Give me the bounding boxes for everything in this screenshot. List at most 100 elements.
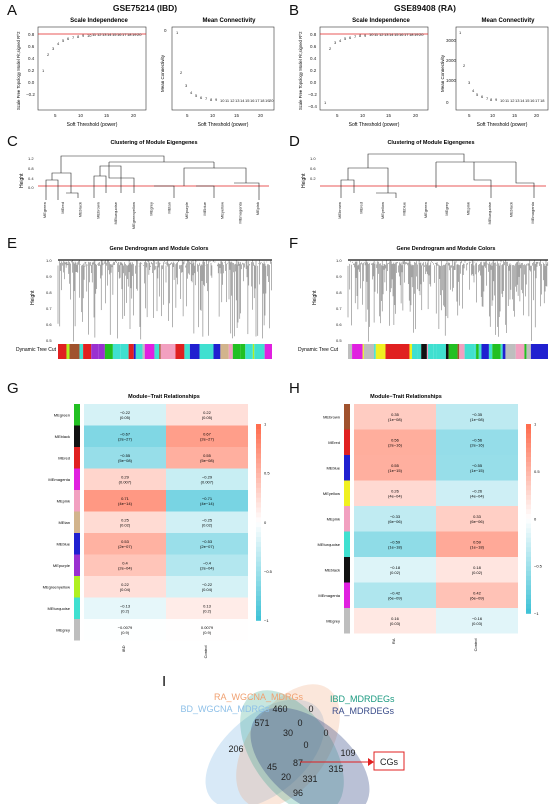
panel-a-xlabel-right: Soft Threshold (power) [198, 122, 249, 128]
legend-bar-segment [526, 499, 531, 505]
cell-value: −0.33 [390, 514, 401, 519]
cell-value: −0.26 [472, 488, 483, 493]
legend-bar-segment [526, 457, 531, 463]
legend-bar-segment [256, 443, 261, 449]
legend-bar-segment [256, 561, 261, 567]
svg-text:6: 6 [67, 36, 70, 41]
svg-text:2: 2 [463, 63, 466, 68]
svg-text:0.6: 0.6 [310, 166, 316, 171]
svg-text:4: 4 [339, 38, 342, 43]
venn-count: 30 [283, 728, 293, 738]
svg-text:6: 6 [349, 35, 352, 40]
panel-d-ylabel: Height [301, 173, 307, 188]
svg-text:5: 5 [468, 113, 471, 118]
svg-text:17: 17 [535, 98, 540, 103]
svg-text:3: 3 [185, 83, 188, 88]
panel-a-plots: Scale Independence Mean Connectivity Sca… [16, 18, 275, 128]
legend-bar-segment [256, 482, 261, 489]
module-color-cell [428, 344, 434, 359]
leaf-label: MEpurple [184, 201, 189, 219]
module-color-cell [66, 344, 70, 359]
cell-value: 0.18 [473, 565, 482, 570]
svg-text:0.4: 0.4 [28, 56, 35, 61]
cell-pvalue: (1e−18) [388, 544, 403, 549]
module-color-swatch [74, 447, 80, 469]
legend-bar-segment [526, 490, 531, 496]
svg-text:1: 1 [324, 100, 327, 105]
cell-pvalue: (0.007) [119, 479, 132, 484]
svg-text:11: 11 [92, 32, 97, 37]
svg-text:14: 14 [389, 32, 394, 37]
module-color-cell [199, 344, 214, 359]
svg-text:0.8: 0.8 [28, 32, 35, 37]
cell-value: −0.29 [202, 474, 213, 479]
svg-text:0.5: 0.5 [336, 338, 342, 343]
legend-bar-segment [526, 523, 531, 529]
module-color-swatch [344, 582, 350, 608]
legend-bar-segment [526, 424, 531, 430]
heatmap-cell [436, 506, 518, 532]
leaf-label: MEred [60, 202, 65, 214]
module-color-cell [175, 344, 185, 359]
module-color-cell [240, 344, 246, 359]
panel-letter-h: H [289, 380, 300, 397]
module-color-cell [213, 344, 221, 359]
svg-text:0.8: 0.8 [46, 290, 52, 295]
leaf-label: MEyellow [220, 202, 225, 219]
row-label: MEbrown [323, 414, 340, 419]
legend-tick: 0 [264, 520, 267, 525]
module-color-swatch [344, 404, 350, 430]
legend-bar-segment [526, 518, 531, 524]
leaf-label: MEtan [166, 202, 171, 214]
cell-pvalue: (4e−04) [470, 493, 485, 498]
svg-text:0.4: 0.4 [28, 176, 34, 181]
row-label: MEred [328, 440, 340, 445]
svg-text:15: 15 [525, 98, 530, 103]
row-label: MEpink [327, 516, 340, 521]
svg-text:10: 10 [78, 113, 84, 118]
cell-value: −0.0079 [118, 625, 133, 630]
legend-bar-segment [256, 600, 261, 607]
svg-text:3000: 3000 [446, 38, 457, 43]
legend-bar-segment [256, 428, 261, 435]
cell-value: −0.25 [202, 517, 213, 522]
svg-text:0.0: 0.0 [28, 185, 34, 190]
cell-pvalue: (5e−08) [118, 458, 133, 463]
svg-text:8: 8 [210, 97, 213, 102]
legend-bar-segment [526, 504, 531, 510]
module-color-cell [228, 344, 233, 359]
module-color-cell [120, 344, 129, 359]
legend-bar-segment [526, 608, 531, 614]
svg-text:19: 19 [265, 98, 270, 103]
svg-text:0.6: 0.6 [310, 44, 317, 49]
module-color-cell [436, 344, 446, 359]
module-color-cell [448, 344, 458, 359]
svg-text:0.4: 0.4 [310, 56, 317, 61]
svg-text:0.6: 0.6 [336, 322, 342, 327]
svg-text:15: 15 [245, 98, 250, 103]
venn-label-ibd-wgcna: IBD_WGCNA_MDRGs [180, 704, 270, 714]
svg-text:1: 1 [459, 30, 462, 35]
legend-bar-segment [526, 537, 531, 543]
svg-text:10: 10 [369, 32, 374, 37]
row-label: MEmagenta [48, 477, 70, 482]
heatmap-cell [166, 490, 248, 512]
svg-text:17: 17 [122, 32, 127, 37]
leaf-label: MEblack [509, 202, 514, 217]
svg-text:0.7: 0.7 [336, 306, 342, 311]
legend-tick: 0.5 [534, 469, 540, 474]
svg-text:10: 10 [360, 113, 366, 118]
panel-a-ylabel-right: Mean Connectivity [160, 54, 165, 92]
svg-text:5: 5 [62, 38, 65, 43]
heatmap-cell [84, 468, 166, 490]
leaf-label: MEyellow [380, 202, 385, 219]
legend-bar-segment [526, 485, 531, 491]
module-color-cell [530, 344, 548, 359]
module-color-cell [464, 344, 475, 359]
legend-bar-segment [256, 586, 261, 592]
legend-bar-segment [526, 580, 531, 586]
svg-text:7: 7 [72, 35, 75, 40]
legend-bar-segment [526, 438, 531, 444]
legend-bar-segment [256, 527, 261, 533]
heatmap-cell [436, 480, 518, 506]
